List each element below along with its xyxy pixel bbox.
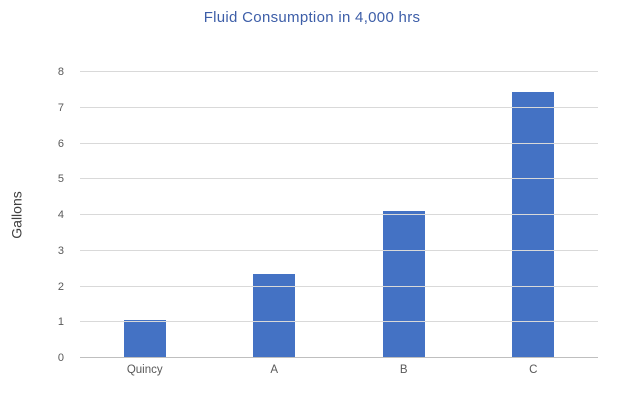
gridline [80, 321, 598, 323]
bar-c [512, 91, 555, 358]
y-tick-label: 7 [57, 101, 64, 114]
y-tick-label: 3 [57, 244, 64, 257]
x-category-label: A [270, 364, 279, 376]
plot-area [80, 71, 598, 358]
x-category-label: C [529, 364, 538, 376]
y-tick-label: 0 [57, 352, 64, 364]
gridline [80, 178, 598, 180]
y-tick-label: 1 [57, 316, 64, 329]
gridline [80, 106, 598, 108]
y-tick-label: 5 [57, 173, 64, 186]
gridline [80, 71, 598, 72]
bar-slot [80, 72, 210, 358]
gridline [80, 142, 598, 144]
x-axis-labels: Quincy A B C [80, 364, 598, 376]
x-category-label: B [399, 364, 408, 376]
y-tick-label: 4 [57, 209, 64, 221]
gridline [80, 214, 598, 215]
x-category-label: Quincy [126, 364, 163, 376]
bars-group [80, 72, 598, 358]
y-tick-label: 2 [57, 280, 64, 293]
gridline [80, 249, 598, 251]
gridline [80, 285, 598, 287]
bar-b [382, 211, 425, 358]
bar-slot [469, 72, 599, 358]
x-axis-baseline [80, 357, 598, 358]
chart-title: Fluid Consumption in 4,000 hrs [203, 9, 421, 26]
bar-quincy [123, 320, 166, 358]
bar-slot [210, 72, 340, 358]
bar-slot [339, 72, 469, 358]
y-axis-ticks: 0 1 2 3 4 5 6 7 8 [0, 66, 72, 364]
bar-a [253, 274, 296, 358]
y-tick-label: 8 [57, 66, 64, 78]
y-tick-label: 6 [57, 137, 64, 150]
